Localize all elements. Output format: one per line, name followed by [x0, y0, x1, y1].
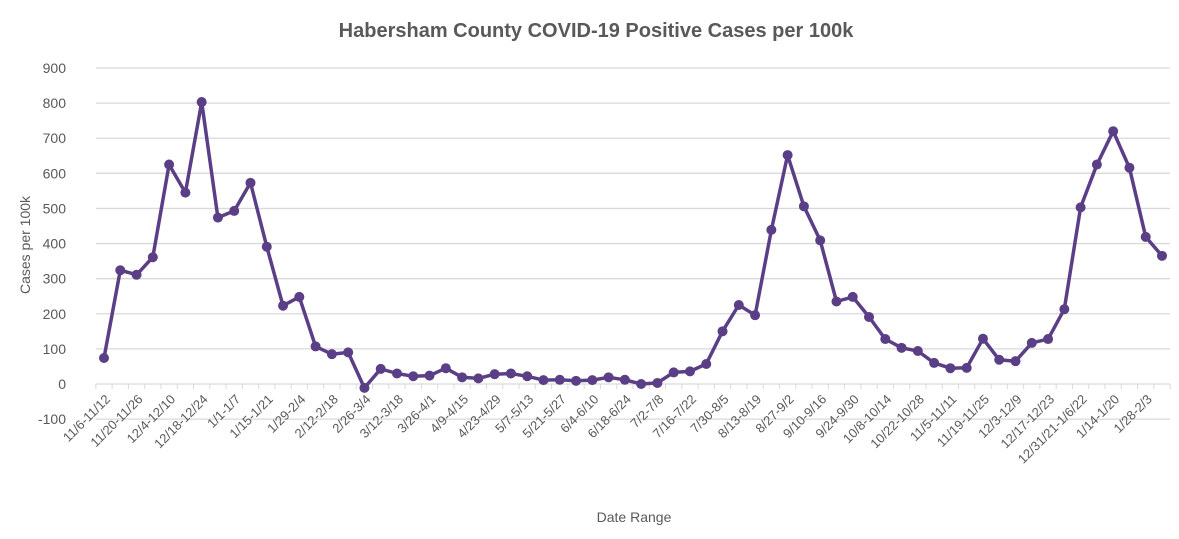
y-axis-title: Cases per 100k [17, 195, 33, 294]
data-point [440, 363, 451, 374]
data-point [131, 269, 142, 280]
data-point [1157, 250, 1167, 261]
x-tick-labels: 11/6-11/1211/20-11/2612/4-12/1012/18-12/… [60, 392, 1155, 467]
data-point [164, 159, 175, 170]
data-point [636, 379, 647, 389]
data-point [294, 291, 305, 302]
y-tick-label: 100 [43, 341, 67, 357]
y-tick-labels: -100 0 100 200 300 400 500 600 700 800 900 [38, 60, 66, 427]
data-point [473, 373, 484, 384]
data-point [261, 241, 272, 252]
data-point [684, 366, 695, 377]
data-point [994, 354, 1005, 365]
data-point [505, 368, 516, 379]
data-point [1026, 337, 1037, 348]
data-point [977, 333, 988, 344]
data-point [831, 296, 842, 307]
data-point [912, 345, 923, 356]
data-point [457, 372, 468, 383]
y-tick-label: 300 [43, 271, 67, 287]
x-axis-title: Date Range [597, 509, 672, 525]
data-point [424, 370, 435, 381]
data-point [115, 265, 126, 276]
data-point [782, 150, 793, 161]
data-point [619, 374, 630, 385]
x-axis [95, 383, 1171, 389]
data-point [847, 291, 858, 302]
data-point [864, 311, 875, 322]
data-point [1091, 159, 1102, 170]
data-point [701, 358, 712, 369]
data-point [180, 187, 191, 198]
data-point [1010, 356, 1021, 367]
data-point [1108, 126, 1119, 137]
gridlines [96, 67, 1170, 420]
data-point [147, 252, 158, 263]
data-point [326, 349, 337, 360]
data-point [652, 377, 663, 388]
data-point [766, 224, 777, 235]
data-point [538, 375, 549, 386]
data-point [896, 342, 907, 353]
data-point [880, 334, 891, 345]
data-point [245, 177, 256, 188]
y-tick-label: 200 [43, 306, 67, 322]
data-point [733, 300, 744, 310]
data-point [750, 310, 761, 321]
data-point [375, 363, 386, 374]
data-point [1059, 304, 1070, 315]
chart-title: Habersham County COVID-19 Positive Cases… [339, 20, 855, 42]
data-point [343, 347, 354, 358]
data-point [571, 375, 582, 386]
y-tick-label: 400 [43, 236, 67, 252]
data-point [717, 326, 728, 337]
data-point [1124, 162, 1135, 173]
data-point [929, 357, 940, 368]
series-line [99, 97, 1167, 393]
data-point [1043, 334, 1054, 345]
y-tick-label: -100 [38, 411, 66, 427]
y-tick-label: 0 [58, 376, 66, 392]
data-point [278, 300, 289, 311]
data-point [945, 363, 956, 374]
y-tick-label: 900 [43, 60, 67, 76]
y-tick-label: 800 [43, 95, 67, 111]
data-point [603, 372, 614, 383]
data-point [668, 367, 679, 378]
y-tick-label: 700 [43, 130, 67, 146]
data-point [229, 205, 240, 216]
data-point [554, 374, 565, 385]
data-point [408, 371, 419, 382]
data-point [196, 97, 207, 108]
data-point [310, 341, 321, 352]
data-point [815, 235, 826, 246]
data-point [489, 369, 500, 380]
data-point [587, 375, 598, 386]
data-point [1075, 202, 1086, 213]
data-point [99, 353, 109, 364]
data-point [961, 362, 972, 373]
data-point [1140, 231, 1151, 242]
data-point [522, 371, 533, 382]
y-tick-label: 600 [43, 165, 67, 181]
data-point [798, 201, 809, 212]
data-point [391, 368, 402, 379]
y-tick-label: 500 [43, 200, 67, 216]
data-point [359, 382, 370, 393]
data-point [212, 212, 223, 223]
